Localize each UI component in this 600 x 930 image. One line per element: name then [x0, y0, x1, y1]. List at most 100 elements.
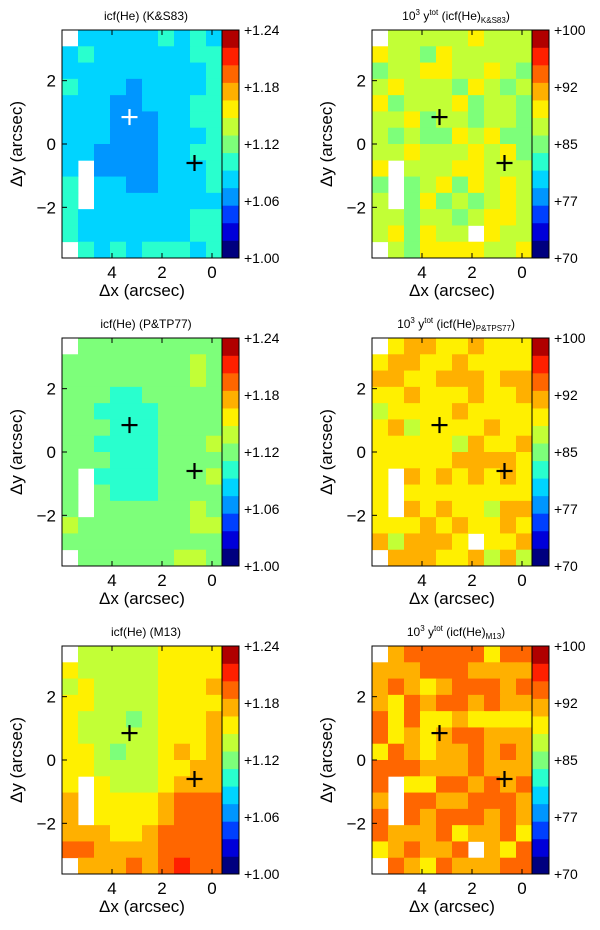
heatmap-cell	[78, 435, 95, 453]
panel-title: icf(He) (P&TP77)	[100, 317, 191, 331]
heatmap-cell	[174, 743, 191, 761]
y-axis-label: Δy (arcsec)	[317, 717, 336, 803]
heatmap-cell	[142, 662, 159, 679]
heatmap-cell	[206, 533, 223, 551]
heatmap-cell	[174, 338, 191, 355]
heatmap-cell	[404, 46, 421, 63]
colorbar-segment	[222, 768, 239, 787]
heatmap-cell	[484, 452, 501, 469]
colorbar-segment	[222, 47, 239, 66]
heatmap-cell	[62, 127, 79, 145]
heatmap-cell	[436, 841, 453, 859]
heatmap-cell	[110, 209, 127, 226]
heatmap-cell	[174, 403, 191, 420]
colorbar-segment	[222, 733, 239, 752]
x-axis-label: Δx (arcsec)	[409, 897, 495, 916]
heatmap-cell	[452, 484, 469, 502]
y-tick-label: −2	[37, 814, 56, 833]
heatmap-cell	[484, 760, 501, 777]
heatmap-cell	[420, 386, 437, 404]
heatmap-cell	[94, 857, 111, 875]
heatmap-cell	[404, 549, 421, 567]
heatmap-cell	[158, 841, 175, 859]
heatmap-cell	[174, 111, 191, 129]
heatmap-cell	[500, 338, 517, 355]
heatmap-cell	[110, 727, 127, 745]
heatmap-cell	[372, 743, 389, 761]
heatmap-cell	[468, 111, 485, 129]
heatmap-cell	[436, 808, 453, 826]
heatmap-cell	[484, 776, 501, 793]
heatmap-cell	[142, 435, 159, 453]
heatmap-cell	[174, 533, 191, 551]
heatmap-cell	[452, 646, 469, 663]
heatmap-cell	[190, 711, 207, 728]
heatmap-cell	[372, 354, 389, 371]
heatmap-cell	[78, 711, 95, 728]
heatmap-cell	[436, 646, 453, 663]
y-tick-label: 2	[47, 688, 56, 707]
heatmap-cell	[206, 776, 223, 793]
heatmap-cell	[174, 662, 191, 679]
heatmap-cell	[190, 857, 207, 875]
heatmap-cell	[516, 354, 533, 371]
heatmap-cell	[388, 435, 405, 453]
heatmap-cell	[388, 386, 405, 404]
heatmap-cell	[126, 435, 143, 453]
heatmap-cell	[110, 403, 127, 420]
colorbar-segment	[532, 373, 549, 391]
heatmap-cell	[158, 192, 175, 210]
heatmap-cell	[62, 694, 79, 712]
heatmap-cell	[174, 354, 191, 371]
heatmap-cell	[78, 370, 95, 388]
heatmap-cell	[190, 694, 207, 712]
heatmap-cell	[110, 111, 127, 129]
heatmap-cell	[142, 857, 159, 875]
heatmap-cell	[516, 338, 533, 355]
heatmap-cell	[94, 808, 111, 826]
heatmap-cell	[516, 386, 533, 404]
heatmap-cell	[452, 678, 469, 696]
heatmap-cell	[62, 111, 79, 129]
heatmap-cell	[78, 338, 95, 355]
heatmap-cell	[110, 743, 127, 761]
heatmap-cell	[142, 30, 159, 47]
heatmap-cell	[126, 386, 143, 404]
heatmap-cell	[190, 370, 207, 388]
heatmap-cell	[158, 209, 175, 226]
heatmap-cell	[516, 646, 533, 663]
heatmap-panel-2: +100 +92 +85 +77 +70 4 2 0 2 0 −2 Δx (arcsec) Δy (ar…	[317, 8, 586, 300]
heatmap-cell	[110, 176, 127, 194]
heatmap-cell	[126, 95, 143, 112]
heatmap-cell	[484, 662, 501, 679]
heatmap-cell	[158, 646, 175, 663]
heatmap-cell	[468, 662, 485, 679]
heatmap-cell	[372, 386, 389, 404]
heatmap-cell	[388, 678, 405, 696]
heatmap-cell	[404, 160, 421, 177]
heatmap-cell	[420, 338, 437, 355]
heatmap-cell	[500, 533, 517, 551]
heatmap-cell	[62, 662, 79, 679]
heatmap-cell	[94, 160, 111, 177]
colorbar-segment	[532, 530, 549, 549]
heatmap-cell	[94, 468, 111, 485]
heatmap-cell	[94, 484, 111, 502]
heatmap-cell	[126, 370, 143, 388]
heatmap-cell	[484, 435, 501, 453]
colorbar-segment	[222, 338, 239, 356]
heatmap-cell	[190, 646, 207, 663]
heatmap-cell	[420, 370, 437, 388]
heatmap-cell	[388, 241, 405, 259]
colorbar-segment	[532, 698, 549, 717]
heatmap-cell	[468, 646, 485, 663]
heatmap-cell	[206, 841, 223, 859]
colorbar-segment	[532, 751, 549, 770]
heatmap-cell	[420, 452, 437, 469]
heatmap-cell	[206, 662, 223, 679]
heatmap-cell	[436, 435, 453, 453]
heatmap-cell	[174, 209, 191, 226]
heatmap-cell	[468, 46, 485, 63]
heatmap-cell	[388, 78, 405, 96]
colorbar-segment	[532, 117, 549, 136]
